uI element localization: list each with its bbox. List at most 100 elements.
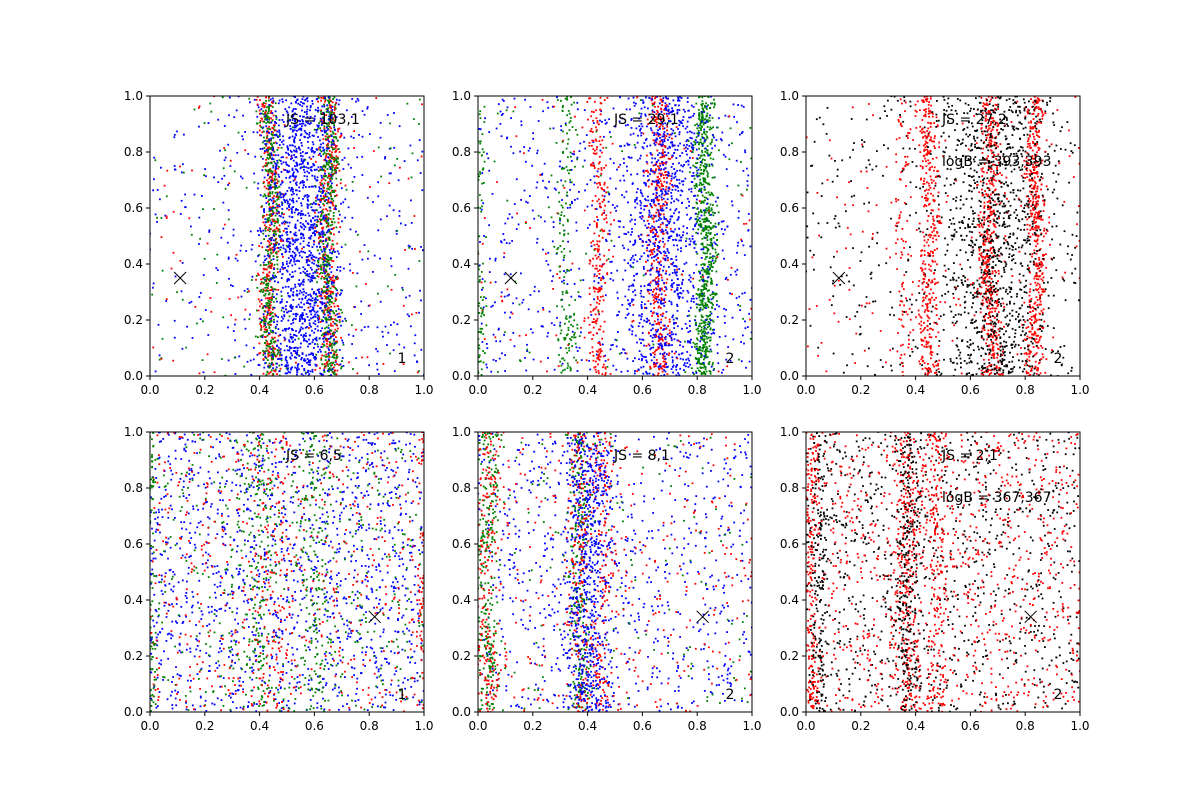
scatter-point bbox=[333, 353, 336, 356]
scatter-point bbox=[340, 309, 342, 311]
scatter-point bbox=[527, 308, 530, 311]
scatter-point bbox=[264, 112, 267, 115]
scatter-point bbox=[599, 229, 602, 232]
scatter-point bbox=[386, 215, 388, 218]
scatter-point bbox=[326, 288, 329, 291]
scatter-point bbox=[482, 350, 484, 352]
scatter-point bbox=[315, 148, 318, 150]
scatter-point bbox=[651, 336, 654, 339]
scatter-point bbox=[379, 136, 382, 139]
scatter-point bbox=[271, 157, 274, 160]
scatter-point bbox=[563, 248, 566, 250]
scatter-point bbox=[223, 125, 226, 127]
scatter-point bbox=[285, 176, 288, 179]
scatter-point bbox=[262, 289, 265, 292]
scatter-point bbox=[260, 325, 262, 327]
scatter-point bbox=[296, 169, 298, 171]
scatter-point bbox=[574, 342, 577, 345]
scatter-point bbox=[331, 279, 334, 282]
scatter-point bbox=[740, 132, 743, 135]
scatter-point bbox=[316, 176, 319, 179]
scatter-point bbox=[268, 186, 271, 189]
scatter-point bbox=[558, 354, 560, 356]
scatter-point bbox=[552, 275, 554, 278]
scatter-point bbox=[561, 166, 564, 169]
scatter-point bbox=[339, 294, 341, 296]
scatter-point bbox=[740, 238, 743, 241]
scatter-point bbox=[268, 146, 270, 149]
scatter-point bbox=[296, 349, 299, 352]
scatter-point bbox=[327, 256, 330, 259]
scatter-point bbox=[599, 287, 602, 290]
y-tick-label: 0.0 bbox=[124, 369, 143, 383]
scatter-point bbox=[295, 238, 298, 241]
scatter-point bbox=[277, 335, 280, 337]
scatter-point bbox=[280, 162, 283, 165]
scatter-point bbox=[258, 234, 260, 236]
scatter-point bbox=[274, 169, 277, 172]
scatter-point bbox=[325, 231, 328, 234]
scatter-point bbox=[566, 333, 569, 336]
scatter-point bbox=[293, 171, 295, 174]
scatter-point bbox=[281, 253, 284, 256]
scatter-point bbox=[333, 221, 336, 224]
scatter-point bbox=[324, 240, 327, 243]
scatter-point bbox=[300, 166, 303, 169]
scatter-point bbox=[262, 305, 265, 307]
scatter-point bbox=[671, 279, 673, 282]
scatter-point bbox=[302, 122, 305, 125]
scatter-point bbox=[288, 215, 291, 218]
scatter-point bbox=[333, 342, 336, 345]
scatter-point bbox=[265, 297, 267, 300]
scatter-point bbox=[270, 264, 273, 266]
scatter-point bbox=[275, 191, 278, 194]
scatter-point bbox=[324, 306, 327, 309]
scatter-point bbox=[311, 279, 313, 282]
scatter-point bbox=[329, 206, 332, 209]
scatter-point bbox=[594, 138, 597, 141]
scatter-point bbox=[319, 190, 322, 193]
scatter-point bbox=[478, 264, 481, 267]
scatter-point bbox=[325, 208, 327, 210]
scatter-point bbox=[512, 302, 514, 305]
scatter-point bbox=[597, 310, 600, 313]
scatter-point bbox=[313, 168, 316, 171]
scatter-point bbox=[154, 159, 157, 162]
scatter-point bbox=[329, 100, 331, 103]
scatter-point bbox=[612, 255, 614, 258]
scatter-point bbox=[271, 312, 274, 314]
scatter-point bbox=[602, 355, 605, 358]
scatter-point bbox=[239, 249, 242, 252]
scatter-point bbox=[630, 324, 633, 327]
scatter-point bbox=[289, 356, 292, 359]
scatter-point bbox=[598, 155, 601, 158]
scatter-point bbox=[262, 221, 265, 224]
scatter-point bbox=[277, 210, 280, 213]
scatter-point bbox=[353, 147, 355, 149]
scatter-point bbox=[328, 362, 331, 365]
scatter-point bbox=[396, 158, 399, 160]
scatter-point bbox=[386, 114, 389, 116]
scatter-point bbox=[732, 338, 735, 341]
scatter-point bbox=[650, 161, 653, 164]
scatter-point bbox=[366, 106, 369, 108]
scatter-point bbox=[266, 220, 269, 223]
scatter-point bbox=[275, 186, 278, 188]
scatter-point bbox=[311, 232, 314, 235]
scatter-point bbox=[330, 282, 333, 285]
scatter-point bbox=[572, 325, 574, 328]
scatter-point bbox=[536, 149, 539, 152]
scatter-point bbox=[307, 278, 310, 281]
scatter-point bbox=[556, 248, 559, 251]
scatter-point bbox=[321, 192, 324, 195]
scatter-point bbox=[731, 204, 734, 207]
scatter-point bbox=[274, 206, 276, 209]
scatter-point bbox=[485, 324, 488, 327]
scatter-point bbox=[492, 358, 495, 361]
scatter-point bbox=[722, 220, 725, 223]
scatter-point bbox=[578, 346, 581, 349]
scatter-point bbox=[266, 163, 268, 166]
scatter-point bbox=[326, 176, 329, 179]
scatter-point bbox=[475, 174, 477, 176]
scatter-point bbox=[571, 200, 573, 203]
